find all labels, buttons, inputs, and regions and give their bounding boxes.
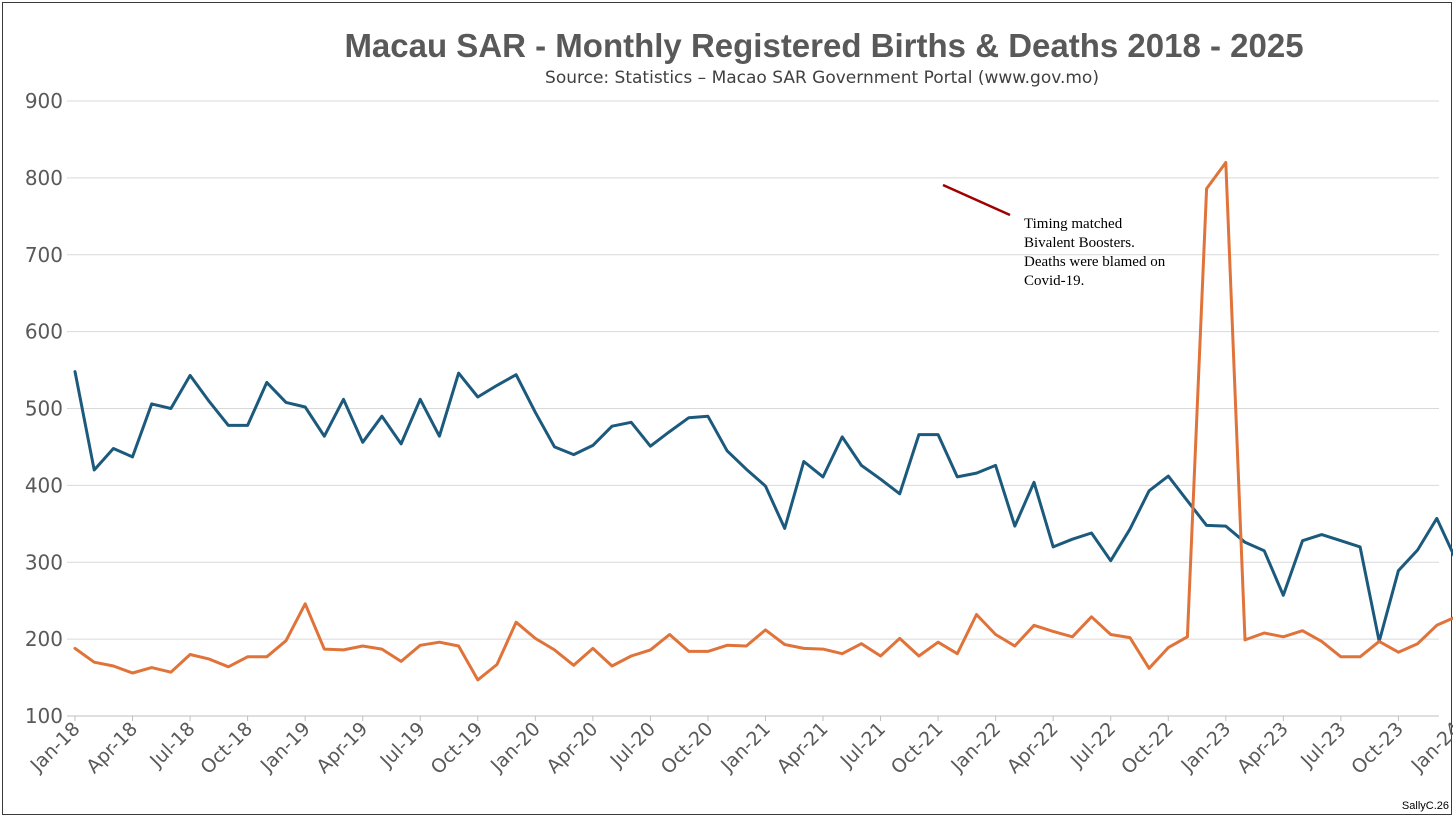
x-tick-label: Jul-20 (606, 718, 660, 772)
x-tick-label: Jul-22 (1066, 718, 1120, 772)
x-tick-label: Jul-23 (1296, 718, 1350, 772)
annotation-line-3: Deaths were blamed on (1024, 254, 1166, 270)
x-tick-label: Jan-22 (946, 718, 1005, 777)
y-tick-label: 800 (25, 166, 63, 190)
author-credit: SallyC.26 (1402, 800, 1449, 812)
series-line-deaths (73, 161, 1453, 682)
x-tick-label: Jan-24 (1407, 718, 1453, 777)
x-tick-label: Jan-20 (486, 718, 545, 777)
annotation-pointer-line (942, 183, 1011, 217)
x-tick-label: Jul-19 (375, 718, 429, 772)
chart-subtitle: Source: Statistics – Macao SAR Governmen… (545, 68, 1099, 88)
x-tick-label: Apr-21 (773, 718, 833, 778)
x-tick-label: Apr-23 (1233, 718, 1293, 778)
x-tick-label: Oct-21 (887, 718, 948, 779)
x-tick-label: Jul-18 (145, 718, 199, 772)
x-tick-label: Apr-19 (312, 718, 372, 778)
gridlines (67, 100, 1439, 717)
x-tick-label: Apr-20 (543, 718, 603, 778)
x-tick-label: Apr-18 (82, 718, 142, 778)
line-chart: Macau SAR - Monthly Registered Births & … (25, 27, 1453, 812)
chart-title: Macau SAR - Monthly Registered Births & … (344, 27, 1303, 64)
x-tick-label: Oct-23 (1347, 718, 1408, 779)
x-tick-label: Jan-19 (256, 718, 315, 777)
y-tick-label: 300 (25, 550, 63, 574)
y-tick-label: 400 (25, 473, 63, 497)
annotation-line-4: Covid-19. (1024, 273, 1084, 289)
y-tick-label: 600 (25, 320, 63, 344)
y-tick-label: 100 (25, 704, 63, 728)
y-tick-label: 200 (25, 627, 63, 651)
x-tick-label: Jan-21 (716, 718, 775, 777)
y-tick-label: 700 (25, 243, 63, 267)
x-tick-label: Apr-22 (1003, 718, 1063, 778)
series-line-births (73, 370, 1453, 643)
y-tick-label: 900 (25, 89, 63, 113)
x-tick-label: Jan-23 (1176, 718, 1235, 777)
x-tick-label: Oct-19 (427, 718, 488, 779)
x-tick-label: Oct-22 (1117, 718, 1178, 779)
y-tick-label: 500 (25, 397, 63, 421)
annotation-line-2: Bivalent Boosters. (1024, 235, 1135, 251)
annotation-line-1: Timing matched (1024, 216, 1123, 232)
series-lines (73, 161, 1453, 682)
x-tick-label: Oct-20 (657, 718, 718, 779)
y-axis-ticks: 900 800 700 600 500 400 300 200 100 (25, 89, 63, 728)
x-tick-label: Oct-18 (196, 718, 257, 779)
x-tick-label: Jul-21 (836, 718, 890, 772)
